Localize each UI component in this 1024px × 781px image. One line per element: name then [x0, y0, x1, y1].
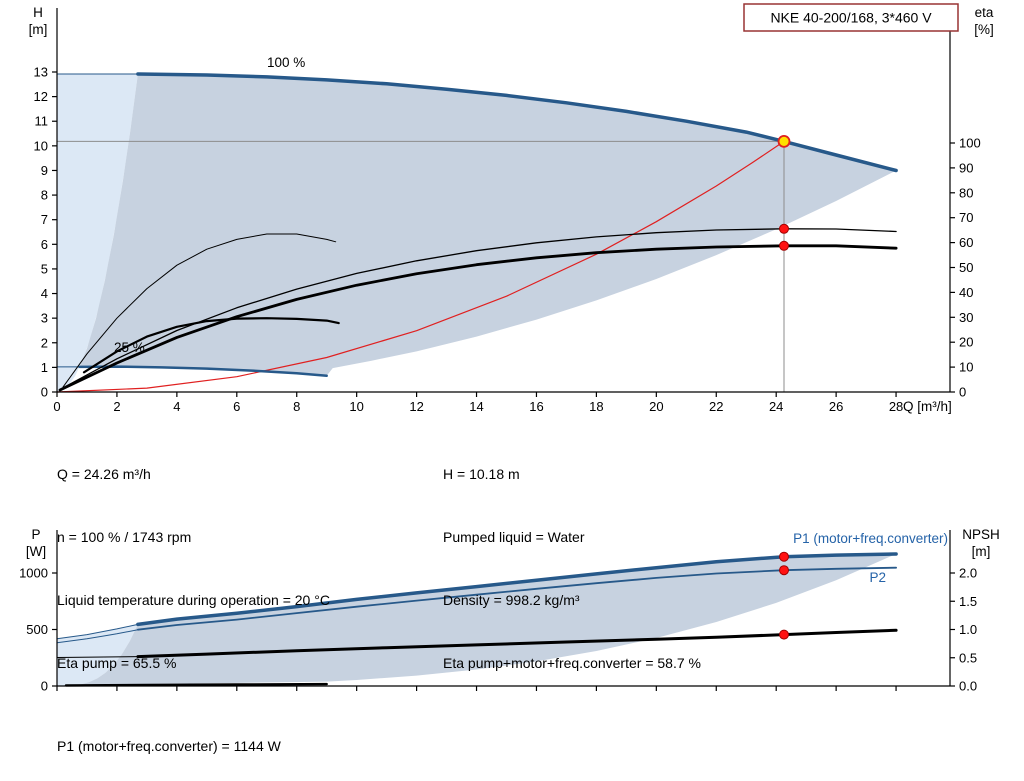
- tick-label: 6: [233, 399, 240, 414]
- tick-label: 1.0: [959, 622, 977, 637]
- p1-point: [779, 551, 789, 562]
- npsh-point: [779, 629, 789, 640]
- p2-curve-label: P2: [869, 570, 886, 585]
- y-left-axis-unit: [m]: [29, 22, 48, 37]
- info-line-eta-total: Eta pump+motor+freq.converter = 58.7 %: [443, 655, 701, 671]
- tick-label: 10: [349, 399, 363, 414]
- info-line-speed: n = 100 % / 1743 rpm: [57, 529, 192, 545]
- affinity-curve: [56, 140, 785, 393]
- tick-label: 7: [41, 212, 48, 227]
- tick-label: 24: [769, 399, 783, 414]
- info-line-head: H = 10.18 m: [443, 466, 520, 482]
- tick-label: 100: [959, 136, 981, 151]
- eta-total-curve: [58, 244, 898, 392]
- y-left-axis-unit: [W]: [26, 544, 46, 559]
- tick-label: 20: [959, 335, 973, 350]
- tick-label: 1.5: [959, 594, 977, 609]
- tick-label: 13: [34, 65, 48, 80]
- p2-curve-ext: [56, 629, 139, 644]
- tick-label: 8: [41, 188, 48, 203]
- speed-label-25: 25 %: [114, 340, 145, 355]
- p2-point: [779, 565, 789, 576]
- info-line-p1: P1 (motor+freq.converter) = 1144 W: [57, 738, 281, 754]
- pump-title-box: [743, 3, 959, 32]
- npsh-curve-ext: [56, 656, 139, 658]
- tick-label: 40: [959, 285, 973, 300]
- duty-info-right: H = 10.18 m Pumped liquid = Water Densit…: [443, 422, 701, 716]
- y-left-axis-title: P: [31, 527, 40, 542]
- tick-label: 22: [709, 399, 723, 414]
- info-line-liquid: Pumped liquid = Water: [443, 529, 585, 545]
- x-axis-title: Q [m³/h]: [903, 399, 952, 414]
- tick-label: 50: [959, 260, 973, 275]
- tick-label: 10: [34, 138, 48, 153]
- info-line-eta-pump: Eta pump = 65.5 %: [57, 655, 177, 671]
- eta-pump-curve: [59, 228, 897, 391]
- p2-curve: [136, 566, 897, 631]
- tick-label: 0.0: [959, 679, 977, 694]
- npsh-curve: [136, 628, 898, 659]
- tick-label: 1000: [19, 566, 48, 581]
- eta-curve-reduced-low: [82, 317, 340, 374]
- pump-title: NKE 40-200/168, 3*460 V: [770, 10, 932, 26]
- operating-envelope: [79, 74, 897, 376]
- tick-label: 0: [959, 385, 966, 400]
- p1-curve: [136, 552, 898, 627]
- tick-label: 14: [469, 399, 483, 414]
- info-line-density: Density = 998.2 kg/m³: [443, 592, 580, 608]
- tick-label: 6: [41, 237, 48, 252]
- speed-label-100: 100 %: [267, 55, 305, 70]
- tick-label: 70: [959, 210, 973, 225]
- tick-label: 30: [959, 310, 973, 325]
- tick-label: 4: [41, 286, 48, 301]
- pump-curve-25: [78, 365, 328, 378]
- p1-curve-label: P1 (motor+freq.converter): [793, 531, 948, 546]
- tick-label: 1: [41, 360, 48, 375]
- reduced-speed-power-line: [64, 682, 328, 687]
- tick-label: 3: [41, 311, 48, 326]
- y-left-axis-title: H: [33, 5, 43, 20]
- tick-label: 0.5: [959, 650, 977, 665]
- y-right-axis-unit: [%]: [974, 22, 994, 37]
- tick-label: 8: [293, 399, 300, 414]
- tick-label: 0: [53, 399, 60, 414]
- duty-info-left: Q = 24.26 m³/h n = 100 % / 1743 rpm Liqu…: [57, 422, 330, 716]
- tick-label: 2.0: [959, 566, 977, 581]
- y-right-axis-title: eta: [975, 5, 994, 20]
- y-right-axis-title: NPSH: [962, 527, 1000, 542]
- tick-label: 16: [529, 399, 543, 414]
- tick-label: 26: [829, 399, 843, 414]
- info-line-q: Q = 24.26 m³/h: [57, 466, 151, 482]
- power-info: P1 (motor+freq.converter) = 1144 W P2 = …: [57, 694, 281, 781]
- tick-label: 12: [409, 399, 423, 414]
- tick-label: 9: [41, 163, 48, 178]
- eta-pump-point: [779, 223, 789, 234]
- tick-label: 500: [26, 622, 48, 637]
- tick-label: 12: [34, 89, 48, 104]
- tick-label: 4: [173, 399, 180, 414]
- tick-label: 0: [41, 679, 48, 694]
- tick-label: 28: [889, 399, 903, 414]
- p1-curve-ext: [56, 623, 139, 640]
- eta-total-point: [779, 240, 789, 251]
- tick-label: 20: [649, 399, 663, 414]
- tick-label: 2: [41, 335, 48, 350]
- eta-curve-reduced-tall: [62, 233, 337, 388]
- tick-label: 18: [589, 399, 603, 414]
- tick-label: 60: [959, 235, 973, 250]
- low-flow-region: [57, 74, 138, 392]
- tick-label: 11: [35, 114, 49, 129]
- duty-point[interactable]: [777, 134, 791, 148]
- pump-curve-100: [136, 72, 898, 173]
- tick-label: 5: [41, 261, 48, 276]
- tick-label: 10: [959, 360, 973, 375]
- info-line-temperature: Liquid temperature during operation = 20…: [57, 592, 330, 608]
- tick-label: 2: [113, 399, 120, 414]
- tick-label: 0: [41, 385, 48, 400]
- tick-label: 90: [959, 160, 973, 175]
- y-right-axis-unit: [m]: [972, 544, 991, 559]
- tick-label: 80: [959, 185, 973, 200]
